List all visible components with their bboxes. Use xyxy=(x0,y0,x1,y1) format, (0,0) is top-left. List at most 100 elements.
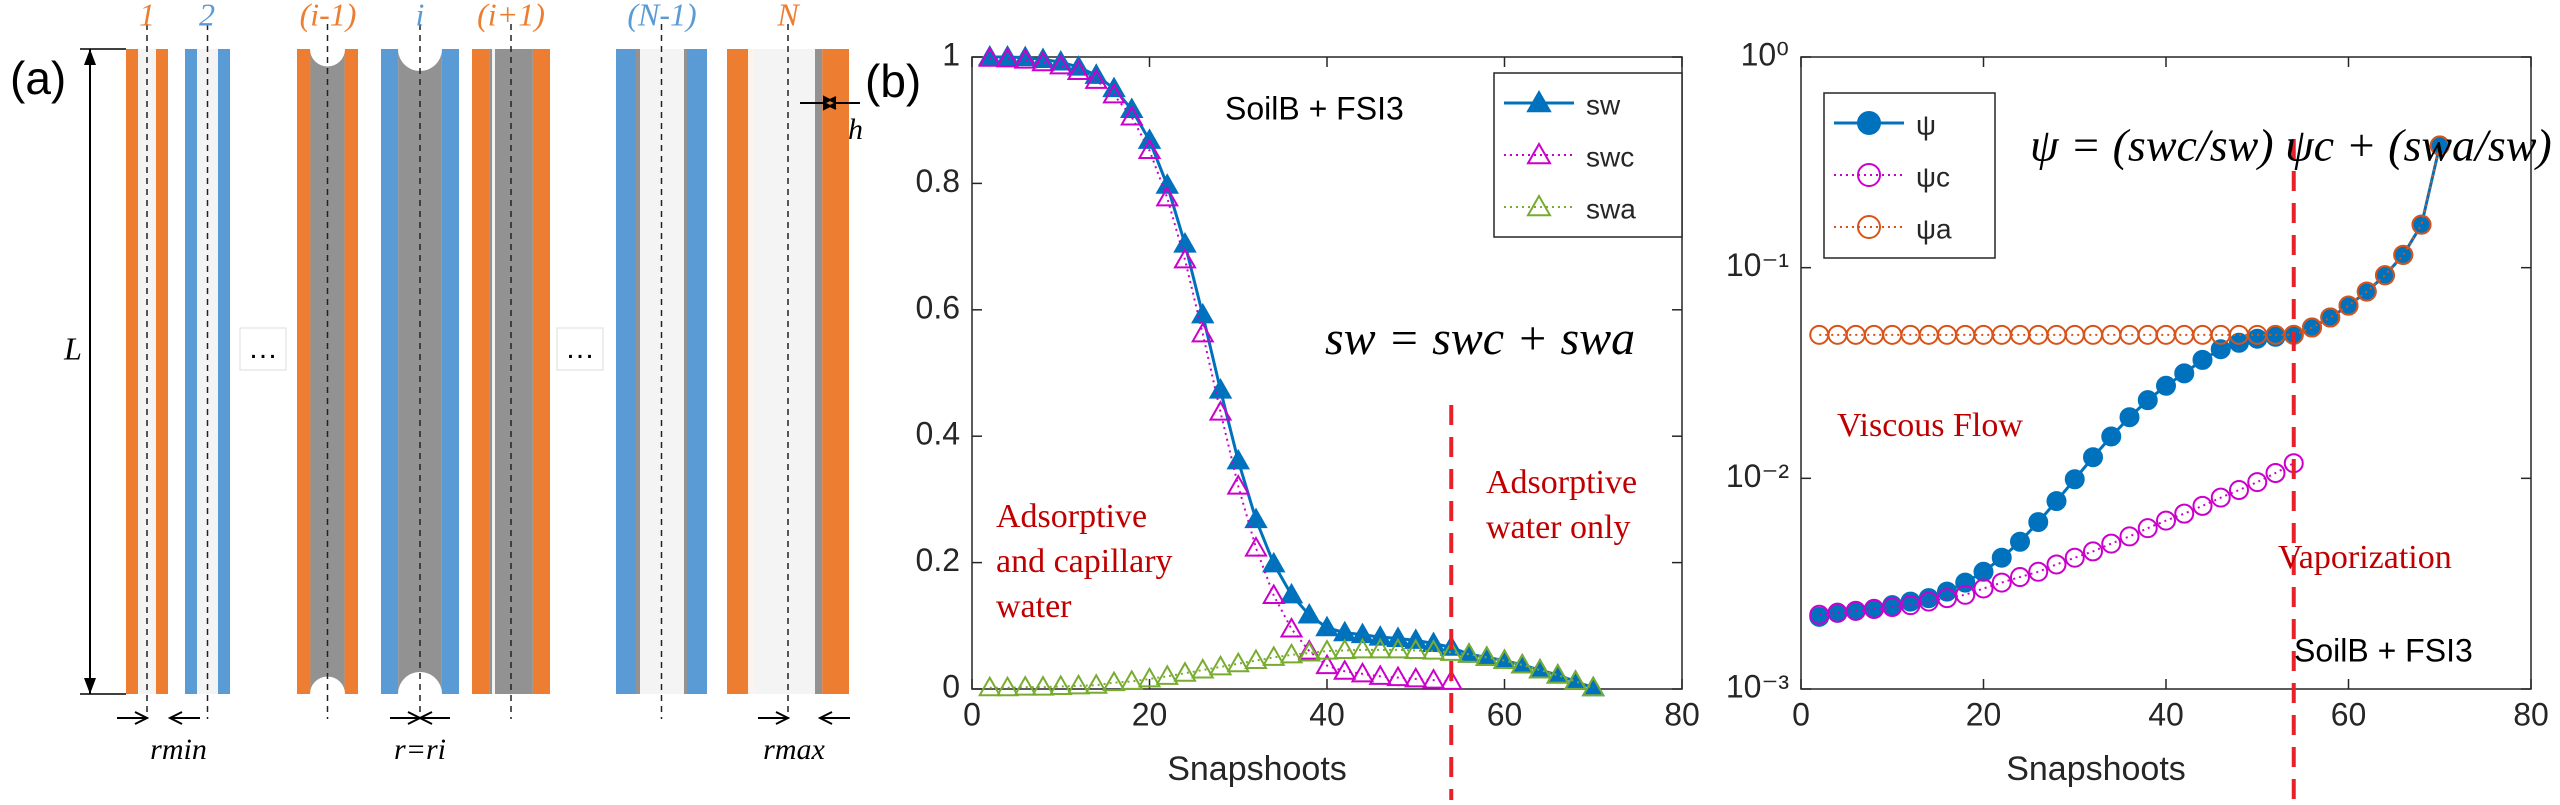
panel-label: (a) xyxy=(10,52,66,104)
marker xyxy=(2411,214,2432,235)
tube-wall xyxy=(532,49,550,694)
annotation: Adsorptive xyxy=(1486,464,1637,501)
annotation: water only xyxy=(1486,509,1630,546)
marker xyxy=(1226,651,1250,673)
marker xyxy=(1297,603,1321,624)
marker xyxy=(1315,639,1339,660)
marker xyxy=(2010,531,2030,552)
marker xyxy=(2028,561,2049,582)
marker xyxy=(2174,503,2195,524)
marker xyxy=(1492,648,1517,670)
marker xyxy=(1120,105,1144,126)
marker xyxy=(2192,349,2213,370)
marker xyxy=(2119,407,2140,428)
marker xyxy=(1066,59,1091,81)
marker xyxy=(1350,637,1375,659)
y-tick-label: 10⁰ xyxy=(1741,36,1789,72)
marker xyxy=(2247,328,2268,349)
marker xyxy=(1386,637,1410,659)
annotation: Adsorptive xyxy=(996,498,1147,535)
marker xyxy=(1457,642,1481,663)
marker xyxy=(1137,666,1162,688)
panel-label: (b) xyxy=(865,55,921,107)
marker xyxy=(2210,339,2231,360)
marker xyxy=(1066,673,1091,695)
marker xyxy=(1475,645,1499,666)
tube-wall xyxy=(441,49,459,694)
marker xyxy=(1173,247,1197,269)
marker xyxy=(1262,551,1286,573)
marker xyxy=(1262,645,1286,666)
marker xyxy=(995,675,1020,697)
tube-label: (N-1) xyxy=(627,0,696,32)
marker xyxy=(1315,653,1339,675)
marker xyxy=(1333,638,1357,659)
length-label: L xyxy=(63,330,82,366)
marker xyxy=(1279,642,1304,664)
marker xyxy=(2229,480,2249,501)
annotation: Viscous Flow xyxy=(1837,407,2023,444)
marker xyxy=(2356,281,2377,302)
ellipsis: … xyxy=(565,332,595,365)
legend-label: ψc xyxy=(1916,161,1950,192)
tube-wall xyxy=(472,49,490,694)
tube-wall xyxy=(822,49,849,694)
marker xyxy=(2229,332,2249,353)
tube-label: (i+1) xyxy=(477,0,545,32)
tube-label: N xyxy=(776,0,800,32)
marker xyxy=(2156,375,2176,396)
marker xyxy=(1546,663,1570,684)
marker xyxy=(1973,578,1994,599)
marker xyxy=(1368,625,1392,646)
marker xyxy=(2265,463,2286,484)
marker xyxy=(1315,615,1339,637)
radius-label: rmin xyxy=(150,733,207,766)
marker xyxy=(1155,664,1179,685)
marker xyxy=(1439,640,1463,661)
radius-arrows xyxy=(117,711,200,725)
marker xyxy=(2302,317,2322,338)
tube-label: 2 xyxy=(199,0,215,32)
marker xyxy=(1120,669,1144,690)
marker xyxy=(1991,547,2012,568)
x-axis-label: Snapshoots xyxy=(2006,750,2186,788)
marker xyxy=(1421,639,1446,660)
marker xyxy=(2046,491,2067,512)
marker xyxy=(978,675,1002,697)
x-tick-label: 0 xyxy=(963,696,981,732)
marker xyxy=(1155,185,1179,207)
tube-wall xyxy=(185,49,197,694)
marker xyxy=(1049,674,1073,695)
tube-label: 1 xyxy=(139,0,155,32)
marker xyxy=(1102,82,1126,104)
marker xyxy=(1563,669,1588,690)
radius-label: r=ri xyxy=(394,733,446,766)
ellipsis-box xyxy=(239,327,287,371)
marker xyxy=(2028,512,2049,533)
x-tick-label: 80 xyxy=(2513,696,2549,732)
marker xyxy=(2320,307,2341,328)
x-tick-label: 20 xyxy=(1132,696,1168,732)
tube-wall xyxy=(381,49,399,694)
marker xyxy=(1013,675,1037,696)
marker xyxy=(1955,584,1976,605)
marker xyxy=(995,46,1020,68)
notch xyxy=(398,672,442,716)
tube-wall xyxy=(297,49,311,694)
legend-box xyxy=(1823,92,1996,259)
marker xyxy=(1991,572,2012,593)
marker xyxy=(2338,295,2359,316)
marker xyxy=(2101,426,2122,447)
chart-title: SoilB + FSI3 xyxy=(2294,632,2473,668)
marker xyxy=(1439,669,1463,690)
marker xyxy=(2210,487,2231,508)
x-tick-label: 60 xyxy=(2331,696,2367,732)
marker xyxy=(1421,668,1446,689)
radius-arrows xyxy=(390,711,450,725)
marker xyxy=(2083,447,2103,468)
marker xyxy=(2174,363,2195,384)
marker xyxy=(1208,654,1233,676)
marker xyxy=(1857,215,1881,239)
marker xyxy=(1386,626,1410,647)
tube-label: i xyxy=(416,0,425,32)
